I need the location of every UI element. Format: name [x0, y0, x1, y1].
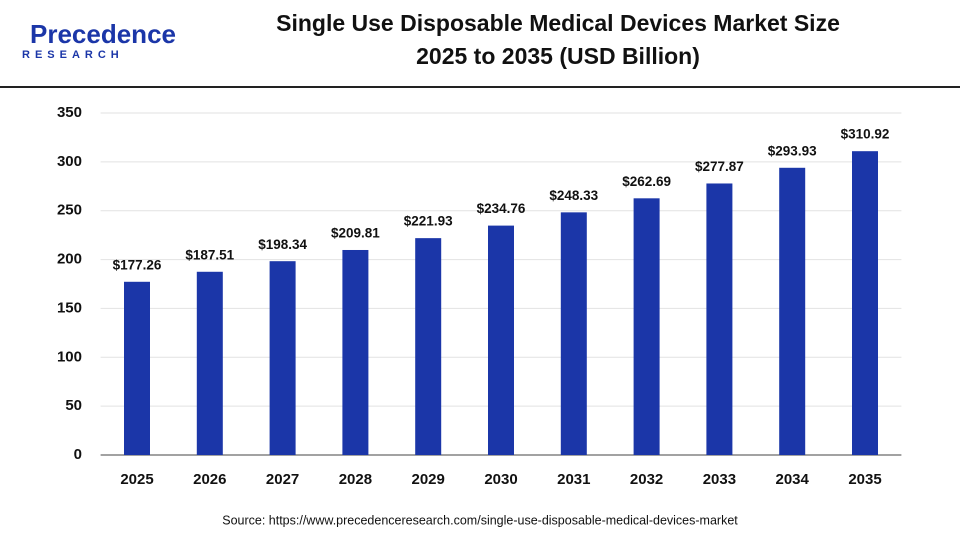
value-label: $262.69	[622, 174, 671, 189]
x-tick-label: 2035	[848, 471, 881, 488]
x-tick-label: 2029	[412, 471, 445, 488]
x-tick-label: 2025	[120, 471, 153, 488]
value-label: $187.51	[185, 247, 234, 262]
bar	[633, 198, 660, 456]
x-tick-label: 2030	[484, 471, 517, 488]
bar	[560, 212, 587, 455]
source: Source: https://www.precedenceresearch.c…	[222, 513, 738, 527]
y-tick-label: 100	[57, 348, 82, 365]
bar	[342, 249, 369, 455]
value-label: $198.34	[258, 237, 307, 252]
x-tick-label: 2027	[266, 471, 299, 488]
y-tick-label: 50	[65, 397, 82, 414]
x-tick-label: 2032	[630, 471, 663, 488]
value-label: $209.81	[331, 226, 380, 241]
logo-name: Precedence	[30, 19, 176, 49]
value-label: $277.87	[695, 159, 744, 174]
y-tick-label: 350	[57, 104, 82, 121]
y-tick-label: 150	[57, 299, 82, 316]
x-tick-label: 2034	[776, 471, 810, 488]
bar	[488, 225, 514, 455]
x-tick-label: 2026	[193, 471, 226, 488]
y-tick-label: 300	[57, 153, 82, 170]
value-label: $234.76	[477, 201, 526, 216]
value-label: $248.33	[549, 188, 598, 203]
bar	[706, 183, 733, 455]
bar	[415, 238, 442, 455]
chart-title: Single Use Disposable Medical Devices Ma…	[276, 10, 840, 36]
x-tick-label: 2031	[557, 471, 590, 488]
y-tick-label: 0	[74, 446, 82, 463]
y-tick-label: 200	[57, 251, 82, 268]
logo-tagline: RESEARCH	[22, 49, 124, 61]
value-label: $221.93	[404, 214, 453, 229]
bar	[124, 281, 150, 455]
value-label: $177.26	[113, 257, 162, 272]
bar	[779, 167, 806, 456]
value-label: $310.92	[841, 127, 890, 142]
value-label: $293.93	[768, 143, 817, 158]
x-tick-label: 2033	[703, 471, 736, 488]
bar	[196, 271, 223, 455]
bar	[852, 151, 878, 455]
chart-subtitle: 2025 to 2035 (USD Billion)	[416, 43, 700, 69]
y-tick-label: 250	[57, 202, 82, 219]
bar	[269, 261, 296, 455]
x-tick-label: 2028	[339, 471, 372, 488]
